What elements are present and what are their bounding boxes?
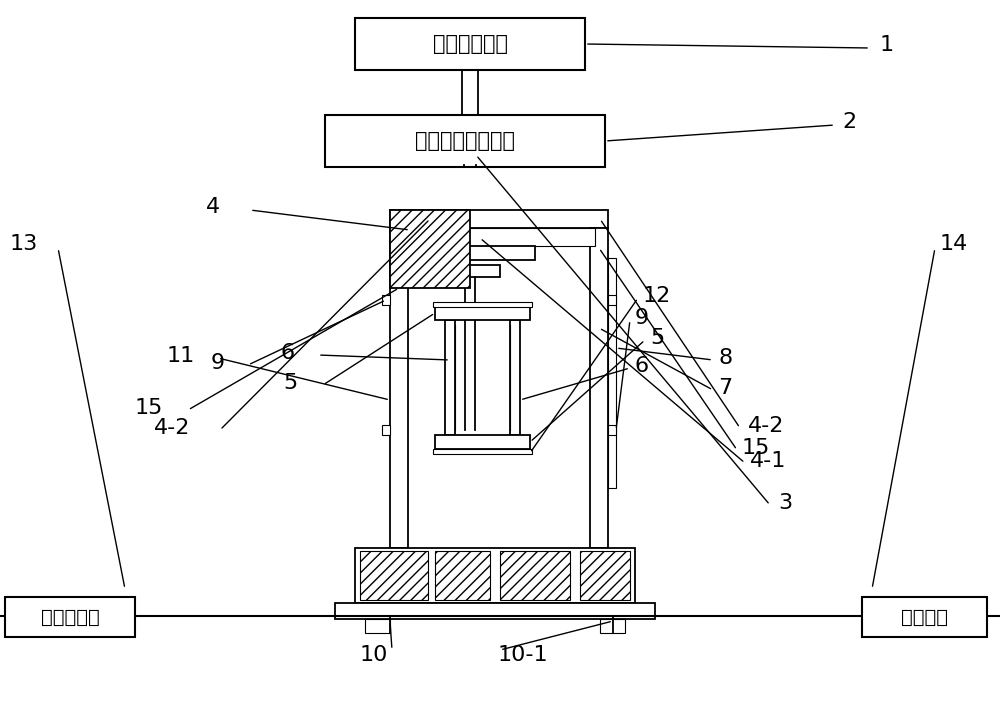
Bar (5, 597, 135, 637)
Bar (355, 18, 585, 70)
Bar (608, 295, 616, 305)
Text: 2: 2 (842, 112, 856, 132)
Text: 8: 8 (718, 348, 732, 368)
Bar (382, 425, 390, 435)
Bar (435, 551, 490, 600)
Bar (465, 228, 595, 246)
Text: 6: 6 (281, 343, 295, 363)
Text: 1: 1 (880, 35, 894, 55)
Text: 9: 9 (635, 308, 649, 328)
Bar (500, 551, 570, 600)
Text: 13: 13 (10, 234, 38, 254)
Text: 3: 3 (778, 493, 792, 513)
Bar (435, 306, 530, 320)
Bar (608, 425, 616, 435)
Text: 10: 10 (360, 645, 388, 665)
Text: 4-2: 4-2 (748, 416, 784, 436)
Bar (355, 548, 635, 603)
Bar (325, 115, 605, 167)
Text: 4-1: 4-1 (750, 451, 786, 471)
Text: 14: 14 (940, 234, 968, 254)
Text: 5: 5 (284, 373, 298, 393)
Text: 7: 7 (718, 378, 732, 398)
Text: 5: 5 (650, 328, 664, 348)
Bar (360, 551, 428, 600)
Text: 轴向荷载系统: 轴向荷载系统 (432, 34, 508, 54)
Bar (365, 619, 390, 633)
Bar (390, 228, 408, 548)
Bar (382, 295, 390, 305)
Bar (600, 619, 625, 633)
Bar (862, 597, 987, 637)
Text: 轴向变形量测系统: 轴向变形量测系统 (415, 131, 515, 151)
Text: 固结系统: 固结系统 (901, 607, 948, 626)
Text: 15: 15 (135, 398, 163, 418)
Bar (608, 258, 616, 488)
Bar (433, 449, 532, 454)
Bar (445, 320, 455, 435)
Text: 负固压系统: 负固压系统 (41, 607, 99, 626)
Text: 4: 4 (206, 197, 220, 217)
Text: 12: 12 (643, 286, 671, 306)
Text: 4-2: 4-2 (154, 418, 190, 438)
Bar (440, 265, 500, 277)
Bar (590, 228, 608, 548)
Text: 11: 11 (167, 346, 195, 366)
Bar (390, 210, 608, 228)
Bar (335, 603, 655, 619)
Bar (510, 320, 520, 435)
Bar (435, 435, 530, 449)
Text: 6: 6 (635, 356, 649, 376)
Bar (415, 246, 535, 260)
Text: 9: 9 (211, 353, 225, 373)
Bar (580, 551, 630, 600)
Text: 15: 15 (742, 438, 770, 458)
Bar (433, 302, 532, 307)
Text: 10-1: 10-1 (498, 645, 549, 665)
Bar (390, 210, 470, 288)
